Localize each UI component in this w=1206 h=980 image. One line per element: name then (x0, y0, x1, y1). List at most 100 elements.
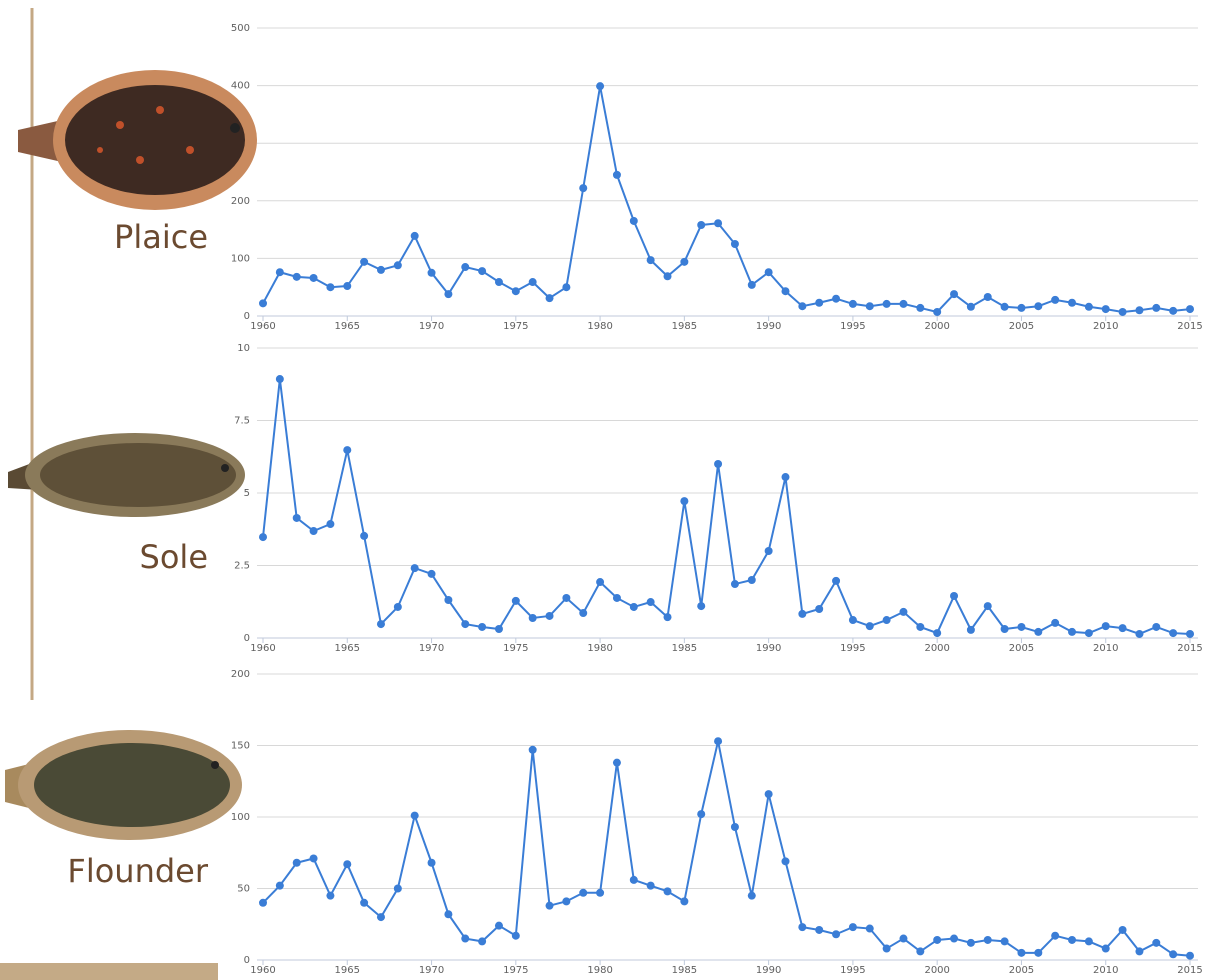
data-point (444, 596, 452, 604)
data-point (394, 603, 402, 611)
data-point (832, 295, 840, 303)
data-point (1119, 926, 1127, 934)
data-point (1034, 949, 1042, 957)
data-point (613, 171, 621, 179)
data-point (630, 217, 638, 225)
x-tick-label: 2010 (1093, 965, 1118, 976)
x-tick-label: 1985 (672, 643, 697, 654)
data-point (276, 375, 284, 383)
x-tick-label: 1995 (840, 965, 865, 976)
data-point (579, 889, 587, 897)
data-point (697, 810, 705, 818)
data-point (579, 184, 587, 192)
y-tick-label: 500 (231, 23, 250, 34)
data-point (326, 520, 334, 528)
data-point (1152, 939, 1160, 947)
flounder-image (5, 730, 242, 840)
data-point (984, 602, 992, 610)
data-point (1034, 302, 1042, 310)
x-tick-label: 1980 (587, 965, 612, 976)
y-tick-label: 0 (244, 955, 250, 966)
data-point (1186, 630, 1194, 638)
data-point (866, 622, 874, 630)
data-point (680, 258, 688, 266)
data-point (664, 272, 672, 280)
data-point (478, 267, 486, 275)
y-tick-label: 7.5 (234, 416, 250, 427)
data-point (377, 620, 385, 628)
data-point (916, 947, 924, 955)
data-point (512, 597, 520, 605)
data-point (815, 605, 823, 613)
data-point (883, 300, 891, 308)
data-point (512, 287, 520, 295)
y-tick-label: 150 (231, 741, 250, 752)
plaice-image (18, 70, 257, 210)
x-tick-label: 1980 (587, 321, 612, 332)
data-point (1085, 629, 1093, 637)
x-tick-label: 1975 (503, 643, 528, 654)
data-point (1102, 945, 1110, 953)
data-point (546, 902, 554, 910)
data-point (596, 82, 604, 90)
data-point (377, 266, 385, 274)
data-point (1068, 628, 1076, 636)
data-point (1001, 937, 1009, 945)
data-point (360, 258, 368, 266)
data-point (748, 281, 756, 289)
data-point (731, 240, 739, 248)
x-tick-label: 1970 (419, 321, 444, 332)
x-tick-label: 1970 (419, 643, 444, 654)
data-point (1034, 628, 1042, 636)
data-point (546, 612, 554, 620)
data-point (310, 274, 318, 282)
data-point (596, 889, 604, 897)
data-point (562, 897, 570, 905)
data-point (478, 623, 486, 631)
data-point (899, 935, 907, 943)
data-point (377, 913, 385, 921)
data-point (562, 283, 570, 291)
data-point (781, 473, 789, 481)
y-tick-label: 100 (231, 253, 250, 264)
data-point (866, 302, 874, 310)
data-point (428, 269, 436, 277)
data-point (1068, 299, 1076, 307)
y-tick-label: 2.5 (234, 561, 250, 572)
data-point (714, 219, 722, 227)
data-point (1169, 950, 1177, 958)
data-point (630, 876, 638, 884)
data-point (1186, 952, 1194, 960)
x-tick-label: 2000 (924, 965, 949, 976)
data-point (360, 899, 368, 907)
data-point (259, 899, 267, 907)
data-point (630, 603, 638, 611)
data-point (933, 308, 941, 316)
data-point (411, 232, 419, 240)
data-point (950, 290, 958, 298)
data-point (815, 299, 823, 307)
x-tick-label: 1985 (672, 321, 697, 332)
data-point (293, 514, 301, 522)
data-point (495, 278, 503, 286)
x-tick-label: 2000 (924, 321, 949, 332)
x-tick-label: 1965 (335, 643, 360, 654)
data-point (343, 446, 351, 454)
x-tick-label: 1985 (672, 965, 697, 976)
data-point (444, 290, 452, 298)
x-tick-label: 1995 (840, 643, 865, 654)
y-tick-label: 10 (237, 343, 250, 354)
data-point (1051, 932, 1059, 940)
x-tick-label: 1960 (250, 321, 275, 332)
data-point (883, 945, 891, 953)
data-point (428, 570, 436, 578)
data-point (1119, 308, 1127, 316)
data-point (1102, 305, 1110, 313)
data-point (781, 857, 789, 865)
data-point (1017, 623, 1025, 631)
x-tick-label: 2005 (1009, 321, 1034, 332)
data-point (933, 936, 941, 944)
data-point (984, 293, 992, 301)
y-tick-label: 100 (231, 812, 250, 823)
data-point (916, 623, 924, 631)
